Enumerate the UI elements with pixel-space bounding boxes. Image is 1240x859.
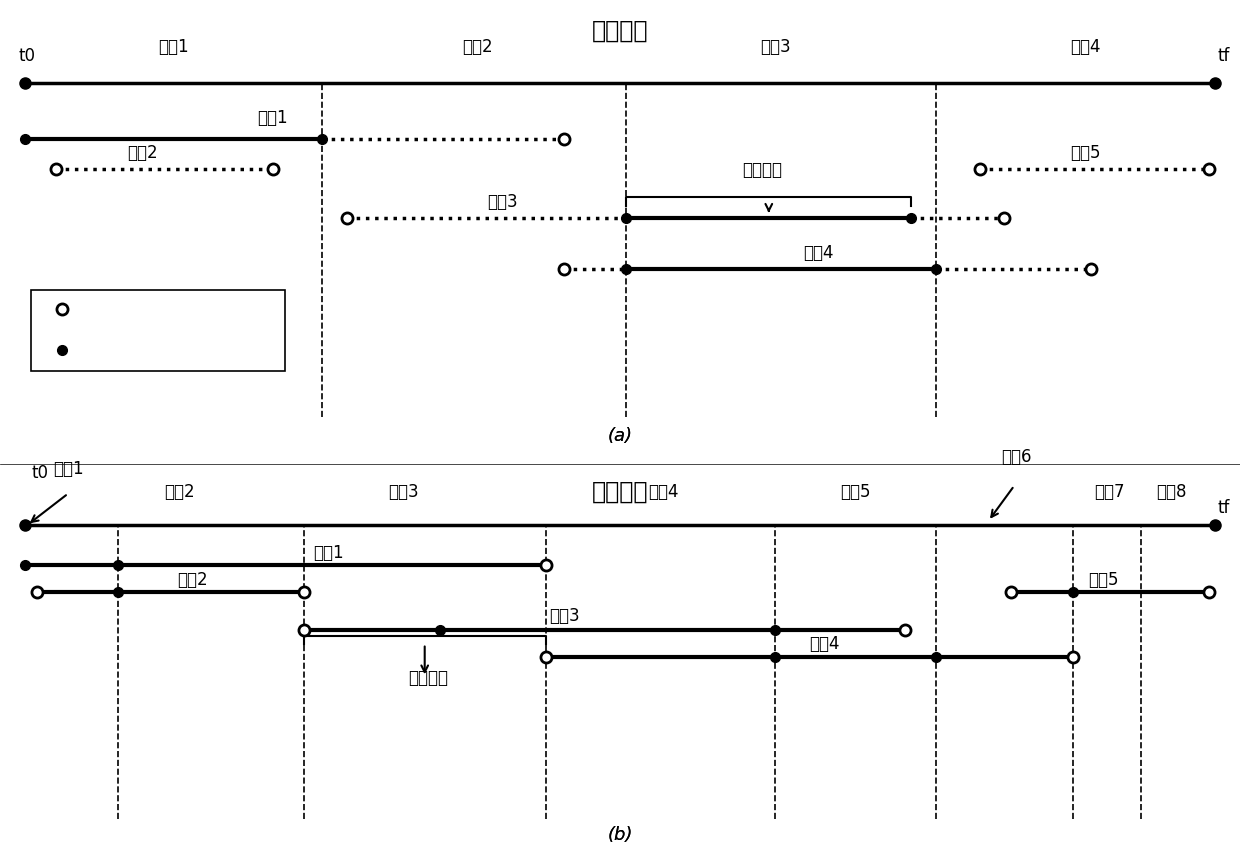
Text: 路径3: 路径3 xyxy=(487,192,517,210)
Text: (a): (a) xyxy=(608,427,632,445)
Bar xyxy=(31,290,285,371)
Text: 区间2: 区间2 xyxy=(165,484,195,502)
Text: 路径5: 路径5 xyxy=(1070,144,1100,162)
Text: 路径2: 路径2 xyxy=(177,571,207,589)
Text: 路径2: 路径2 xyxy=(128,144,157,162)
Text: t0: t0 xyxy=(19,47,36,65)
Text: tf: tf xyxy=(1218,47,1230,65)
Text: 路径1: 路径1 xyxy=(314,544,343,562)
Text: 仿真时长: 仿真时长 xyxy=(591,479,649,503)
Text: 路径片段端点: 路径片段端点 xyxy=(93,343,148,357)
Text: (b): (b) xyxy=(608,826,632,844)
Text: 区间4: 区间4 xyxy=(649,484,678,502)
Text: 区间4: 区间4 xyxy=(1070,38,1100,56)
Text: 路径4: 路径4 xyxy=(804,244,833,262)
Text: 路径4: 路径4 xyxy=(810,635,839,653)
Text: t0: t0 xyxy=(31,464,48,482)
Text: 路径3: 路径3 xyxy=(549,607,579,625)
Text: tf: tf xyxy=(1218,499,1230,517)
Text: 路径片段: 路径片段 xyxy=(743,161,782,179)
Text: 区间7: 区间7 xyxy=(1095,484,1125,502)
Text: 仿真时长: 仿真时长 xyxy=(591,19,649,43)
Text: 路径寿命端点: 路径寿命端点 xyxy=(93,302,148,317)
Text: 路径1: 路径1 xyxy=(258,109,288,127)
Text: 路径5: 路径5 xyxy=(1089,571,1118,589)
Text: 路径片段: 路径片段 xyxy=(408,669,448,687)
Text: 区间5: 区间5 xyxy=(841,484,870,502)
Text: 区间2: 区间2 xyxy=(463,38,492,56)
Text: 区间3: 区间3 xyxy=(760,38,790,56)
Text: (a): (a) xyxy=(608,427,632,445)
Text: 区间3: 区间3 xyxy=(388,484,418,502)
Text: 区间6: 区间6 xyxy=(1002,448,1032,466)
Text: 区间1: 区间1 xyxy=(159,38,188,56)
Text: 区间8: 区间8 xyxy=(1157,484,1187,502)
Text: (b): (b) xyxy=(608,826,632,844)
Text: 区间1: 区间1 xyxy=(53,460,83,478)
